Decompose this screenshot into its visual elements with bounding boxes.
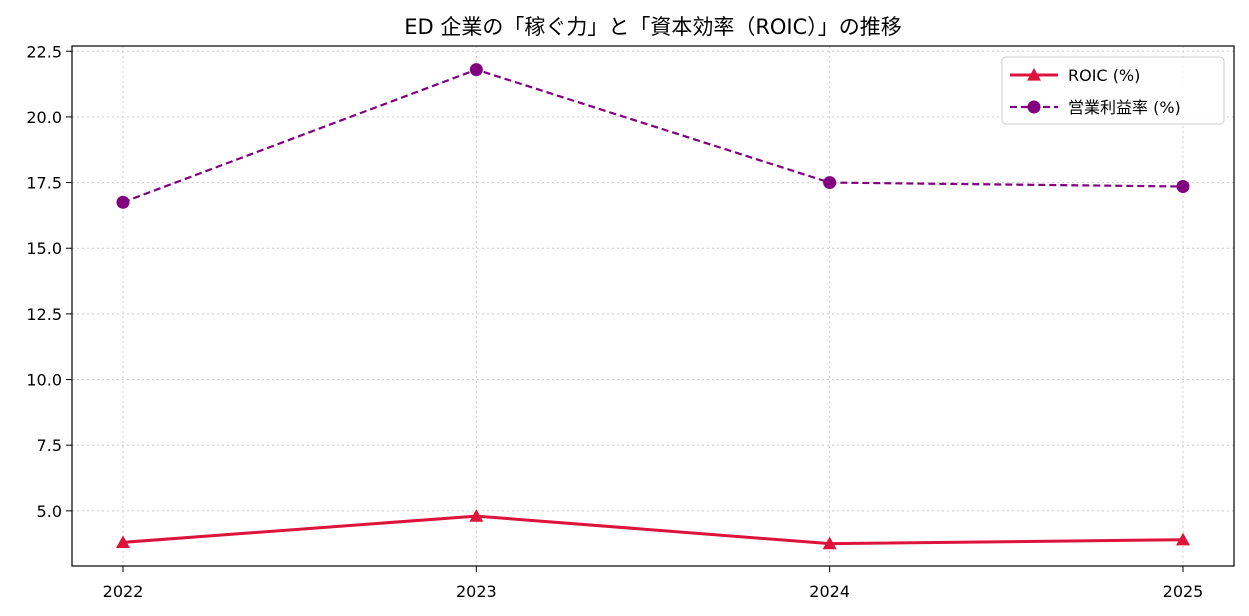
series-0-point: [116, 535, 130, 548]
x-tick-label: 2022: [103, 582, 144, 601]
series-1-point: [1176, 180, 1190, 194]
legend-label-0: ROIC (%): [1068, 66, 1140, 85]
axes: 2022 2023 2024 2025 5.0 7.5 10.0 12.5 15.0 17.5 20…: [26, 42, 1203, 601]
legend-swatch-marker-0: [1027, 68, 1041, 81]
series-line-0: [122, 514, 1184, 546]
x-tick-label: 2024: [809, 582, 850, 601]
chart-title: ED 企業の「稼ぐ力」と「資本効率（ROIC）」の推移: [404, 15, 902, 39]
legend: ROIC (%) 営業利益率 (%): [1001, 56, 1225, 125]
series-1-point: [116, 195, 130, 209]
legend-label-1: 営業利益率 (%): [1068, 98, 1181, 117]
series-0-point: [822, 536, 837, 550]
series-1-point: [823, 176, 837, 190]
grid: [72, 46, 1234, 566]
y-tick-label: 12.5: [26, 305, 62, 324]
series-0-point: [469, 509, 484, 522]
x-tick-label: 2025: [1163, 582, 1204, 601]
plot-area-frame: [71, 45, 1235, 567]
y-tick-label: 15.0: [26, 239, 62, 258]
series: [116, 63, 1190, 550]
y-tick-label: 20.0: [26, 108, 62, 127]
y-tick-label: 10.0: [26, 371, 62, 390]
y-tick-label: 22.5: [26, 42, 62, 61]
y-tick-label: 17.5: [26, 174, 62, 193]
y-tick-label: 5.0: [37, 502, 62, 521]
y-tick-label: 7.5: [37, 436, 62, 455]
series-line-1: [122, 68, 1184, 204]
x-tick-label: 2023: [456, 582, 497, 601]
series-1-point: [469, 63, 483, 77]
legend-swatch-marker-1: [1027, 100, 1041, 114]
series-0-point: [1176, 532, 1190, 546]
